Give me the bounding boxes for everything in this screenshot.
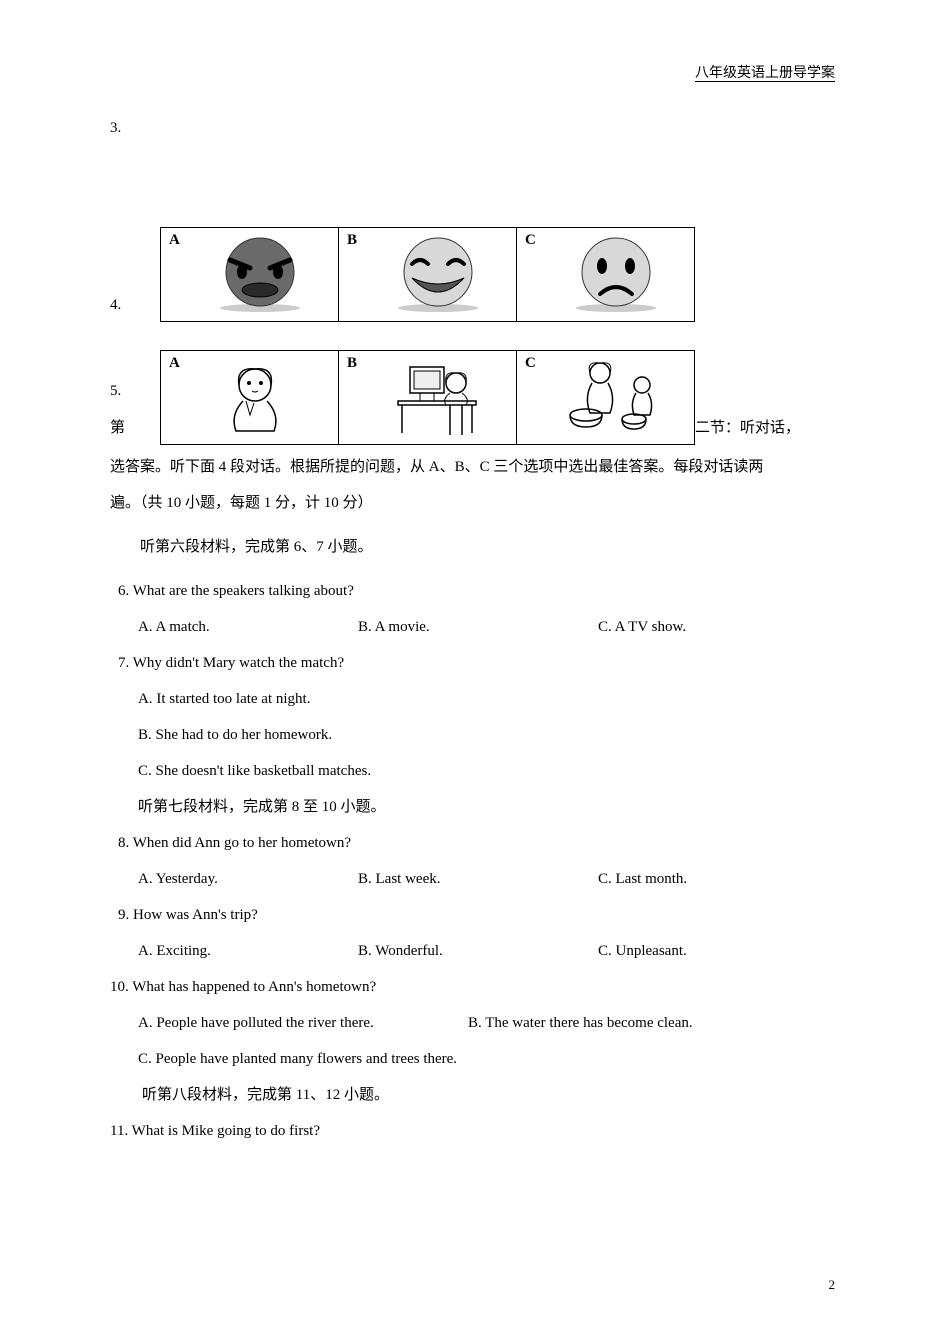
content: 3. 4. A xyxy=(110,120,835,1149)
page: 八年级英语上册导学案 3. 4. A xyxy=(0,0,945,1337)
page-number: 2 xyxy=(829,1277,836,1293)
question-5-table: A xyxy=(160,350,695,445)
q8-opt-c: C. Last month. xyxy=(598,861,687,897)
question-8-options: A. Yesterday. B. Last week. C. Last mont… xyxy=(138,861,835,897)
q5-option-c: C xyxy=(517,351,695,445)
angry-face-icon xyxy=(195,234,332,317)
q7-opt-b: B. She had to do her homework. xyxy=(138,717,835,753)
question-10: 10. What has happened to Ann's hometown? xyxy=(110,969,835,1005)
question-11: 11. What is Mike going to do first? xyxy=(110,1113,835,1149)
question-9-options: A. Exciting. B. Wonderful. C. Unpleasant… xyxy=(138,933,835,969)
section2-intro-line2: 遍。（共 10 小题，每题 1 分，计 10 分） xyxy=(110,485,835,521)
section7-instr: 听第七段材料，完成第 8 至 10 小题。 xyxy=(138,789,835,825)
question-10-options-ab: A. People have polluted the river there.… xyxy=(138,1005,835,1041)
section8-instr: 听第八段材料，完成第 11、12 小题。 xyxy=(142,1077,835,1113)
question-3-number: 3. xyxy=(110,120,835,137)
q9-opt-c: C. Unpleasant. xyxy=(598,933,687,969)
question-9: 9. How was Ann's trip? xyxy=(118,897,835,933)
q4-option-b: B xyxy=(339,228,517,322)
page-header: 八年级英语上册导学案 xyxy=(695,62,835,82)
q5-option-b: B xyxy=(339,351,517,445)
option-label: B xyxy=(347,355,357,372)
computer-desk-icon xyxy=(373,357,510,440)
q10-opt-c: C. People have planted many flowers and … xyxy=(138,1041,835,1077)
question-6-options: A. A match. B. A movie. C. A TV show. xyxy=(138,609,835,645)
q10-opt-b: B. The water there has become clean. xyxy=(468,1005,693,1041)
happy-face-icon xyxy=(373,234,510,317)
section2-intro-line1: 选答案。听下面 4 段对话。根据所提的问题，从 A、B、C 三个选项中选出最佳答… xyxy=(110,449,835,485)
q6-opt-a: A. A match. xyxy=(138,609,358,645)
q7-opt-c: C. She doesn't like basketball matches. xyxy=(138,753,835,789)
section2-sub1: 听第六段材料，完成第 6、7 小题。 xyxy=(110,529,835,565)
option-label: A xyxy=(169,355,180,372)
sad-face-icon xyxy=(551,234,688,317)
q10-opt-a: A. People have polluted the river there. xyxy=(138,1005,468,1041)
q8-opt-a: A. Yesterday. xyxy=(138,861,358,897)
option-label: C xyxy=(525,355,536,372)
q4-option-c: C xyxy=(517,228,695,322)
question-7: 7. Why didn't Mary watch the match? xyxy=(118,645,835,681)
question-8: 8. When did Ann go to her hometown? xyxy=(118,825,835,861)
question-4-row: 4. A xyxy=(110,227,835,322)
q8-opt-b: B. Last week. xyxy=(358,861,598,897)
q9-opt-a: A. Exciting. xyxy=(138,933,358,969)
question-4-table: A xyxy=(160,227,695,322)
question-5-row: 5. 第 A xyxy=(110,350,835,445)
q9-opt-b: B. Wonderful. xyxy=(358,933,598,969)
option-label: C xyxy=(525,232,536,249)
q4-option-a: A xyxy=(161,228,339,322)
question-6: 6. What are the speakers talking about? xyxy=(118,573,835,609)
q6-opt-c: C. A TV show. xyxy=(598,609,686,645)
q5-option-a: A xyxy=(161,351,339,445)
cooking-icon xyxy=(551,357,688,440)
question-5-number: 5. 第 xyxy=(110,383,160,445)
girl-thinking-icon xyxy=(195,357,332,440)
section2-suffix: 二节：听对话， xyxy=(695,416,800,445)
question-4-number: 4. xyxy=(110,297,160,322)
q7-opt-a: A. It started too late at night. xyxy=(138,681,835,717)
option-label: A xyxy=(169,232,180,249)
option-label: B xyxy=(347,232,357,249)
q6-opt-b: B. A movie. xyxy=(358,609,598,645)
